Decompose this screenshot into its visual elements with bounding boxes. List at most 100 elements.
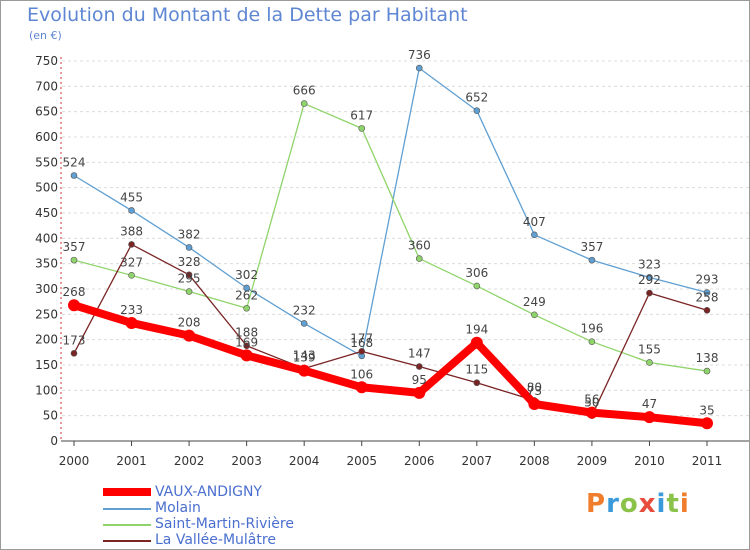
data-point xyxy=(470,336,483,349)
data-point xyxy=(701,417,713,430)
chart-title: Evolution du Montant de la Dette par Hab… xyxy=(27,4,468,26)
x-tick-label: 2000 xyxy=(59,454,90,468)
data-label: 106 xyxy=(350,367,373,381)
y-tick-label: 750 xyxy=(35,54,58,68)
proxiti-logo: Proxiti xyxy=(586,489,690,519)
data-point xyxy=(415,64,423,72)
data-label: 306 xyxy=(465,266,488,280)
series-line-3 xyxy=(73,243,708,417)
data-label: 357 xyxy=(580,240,603,254)
data-label: 323 xyxy=(638,257,661,271)
data-point xyxy=(415,255,423,262)
data-label: 666 xyxy=(293,84,316,98)
x-tick-label: 2005 xyxy=(346,454,377,468)
legend-swatch xyxy=(103,540,151,542)
data-point xyxy=(128,241,135,248)
data-label: 232 xyxy=(293,303,316,317)
data-label: 47 xyxy=(642,397,657,411)
y-tick-label: 100 xyxy=(35,383,58,397)
x-tick-label: 2011 xyxy=(692,454,723,468)
data-label: 388 xyxy=(120,224,143,238)
data-label: 258 xyxy=(696,290,719,304)
data-label: 382 xyxy=(178,227,201,241)
data-label: 155 xyxy=(638,342,661,356)
y-tick-label: 450 xyxy=(35,206,58,220)
data-point xyxy=(70,350,78,357)
data-label: 617 xyxy=(350,108,373,122)
data-point xyxy=(646,359,653,366)
data-label: 95 xyxy=(412,373,427,387)
data-point xyxy=(473,107,481,114)
data-label: 168 xyxy=(350,336,373,350)
data-label: 302 xyxy=(235,268,258,282)
data-label: 327 xyxy=(120,255,143,269)
legend-label: La Vallée-Mulâtre xyxy=(155,532,276,548)
data-label: 208 xyxy=(178,316,201,330)
data-label: 293 xyxy=(696,273,719,287)
data-point xyxy=(358,125,366,132)
data-label: 35 xyxy=(699,403,714,417)
x-tick-label: 2010 xyxy=(634,454,665,468)
series-line-0 xyxy=(72,301,708,428)
y-tick-label: 700 xyxy=(35,79,58,93)
y-tick-label: 350 xyxy=(35,257,58,271)
data-label: 50 xyxy=(584,396,599,410)
data-label: 56 xyxy=(584,393,599,407)
data-point xyxy=(68,299,80,312)
legend-swatch xyxy=(103,488,151,496)
y-tick-label: 150 xyxy=(35,358,58,372)
data-point xyxy=(473,282,481,290)
data-label: 73 xyxy=(527,384,542,398)
y-tick-label: 650 xyxy=(35,105,58,119)
data-point xyxy=(703,306,711,314)
legend-swatch xyxy=(103,508,151,510)
data-label: 115 xyxy=(465,363,488,377)
data-label: 736 xyxy=(408,48,431,62)
x-tick-label: 2003 xyxy=(231,454,262,468)
data-label: 407 xyxy=(523,215,546,229)
data-label: 292 xyxy=(638,273,661,287)
data-label: 652 xyxy=(465,91,488,105)
data-point xyxy=(185,244,193,251)
data-label: 138 xyxy=(696,351,719,365)
data-point xyxy=(243,284,250,292)
data-label: 177 xyxy=(350,331,373,345)
y-tick-label: 400 xyxy=(35,231,58,245)
data-label: 80 xyxy=(527,380,542,394)
data-point xyxy=(128,207,135,214)
data-label: 169 xyxy=(235,335,258,349)
series-line-2 xyxy=(73,102,708,372)
data-point xyxy=(355,381,368,394)
x-tick-label: 2008 xyxy=(519,454,550,468)
data-point xyxy=(70,256,78,264)
data-point xyxy=(128,272,135,279)
data-point xyxy=(243,342,250,350)
data-label: 139 xyxy=(293,351,316,365)
data-point xyxy=(185,271,193,279)
data-label: 143 xyxy=(293,349,316,363)
legend-label: VAUX-ANDIGNY xyxy=(155,484,262,500)
data-point xyxy=(358,348,366,355)
data-label: 524 xyxy=(63,156,86,170)
data-point xyxy=(585,406,598,419)
data-point xyxy=(643,411,656,424)
data-point xyxy=(473,379,481,387)
data-point xyxy=(298,364,311,377)
data-label: 147 xyxy=(408,347,431,361)
data-label: 295 xyxy=(178,272,201,286)
y-tick-label: 0 xyxy=(50,434,58,448)
data-label: 360 xyxy=(408,239,431,253)
data-point xyxy=(413,386,426,399)
legend-label: Saint-Martin-Rivière xyxy=(155,516,294,532)
data-point xyxy=(703,367,711,375)
data-label: 188 xyxy=(235,326,258,340)
data-label: 455 xyxy=(120,190,143,204)
data-label: 262 xyxy=(235,288,258,302)
data-point xyxy=(703,289,711,296)
y-tick-label: 250 xyxy=(35,307,58,321)
data-point xyxy=(528,398,541,411)
data-point xyxy=(243,304,250,312)
data-label: 249 xyxy=(523,295,546,309)
